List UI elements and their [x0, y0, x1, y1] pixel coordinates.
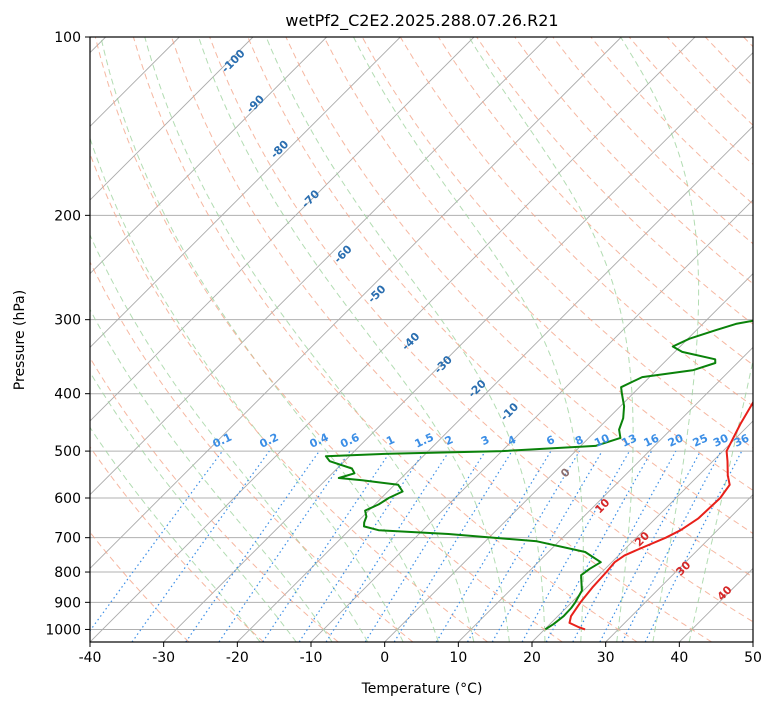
y-tick-label: 800 — [54, 565, 81, 581]
x-tick-label: -20 — [226, 650, 249, 666]
y-tick-label: 200 — [54, 208, 81, 224]
x-tick-label: -10 — [300, 650, 323, 666]
x-tick-label: 0 — [380, 650, 389, 666]
chart-title: wetPf2_C2E2.2025.288.07.26.R21 — [285, 11, 558, 31]
y-tick-label: 300 — [54, 313, 81, 329]
y-tick-label: 900 — [54, 595, 81, 611]
x-tick-label: 10 — [449, 650, 467, 666]
x-tick-label: 40 — [670, 650, 688, 666]
x-tick-label: 30 — [597, 650, 615, 666]
y-tick-label: 100 — [54, 30, 81, 46]
y-axis-label: Pressure (hPa) — [12, 290, 28, 390]
x-axis-label: Temperature (°C) — [361, 681, 483, 697]
y-tick-label: 400 — [54, 387, 81, 403]
x-tick-label: -40 — [79, 650, 102, 666]
y-tick-label: 700 — [54, 531, 81, 547]
x-tick-label: 50 — [744, 650, 762, 666]
x-tick-label: -30 — [152, 650, 175, 666]
x-tick-label: 20 — [523, 650, 541, 666]
y-tick-label: 1000 — [45, 622, 81, 638]
y-tick-label: 600 — [54, 491, 81, 507]
y-tick-label: 500 — [54, 444, 81, 460]
